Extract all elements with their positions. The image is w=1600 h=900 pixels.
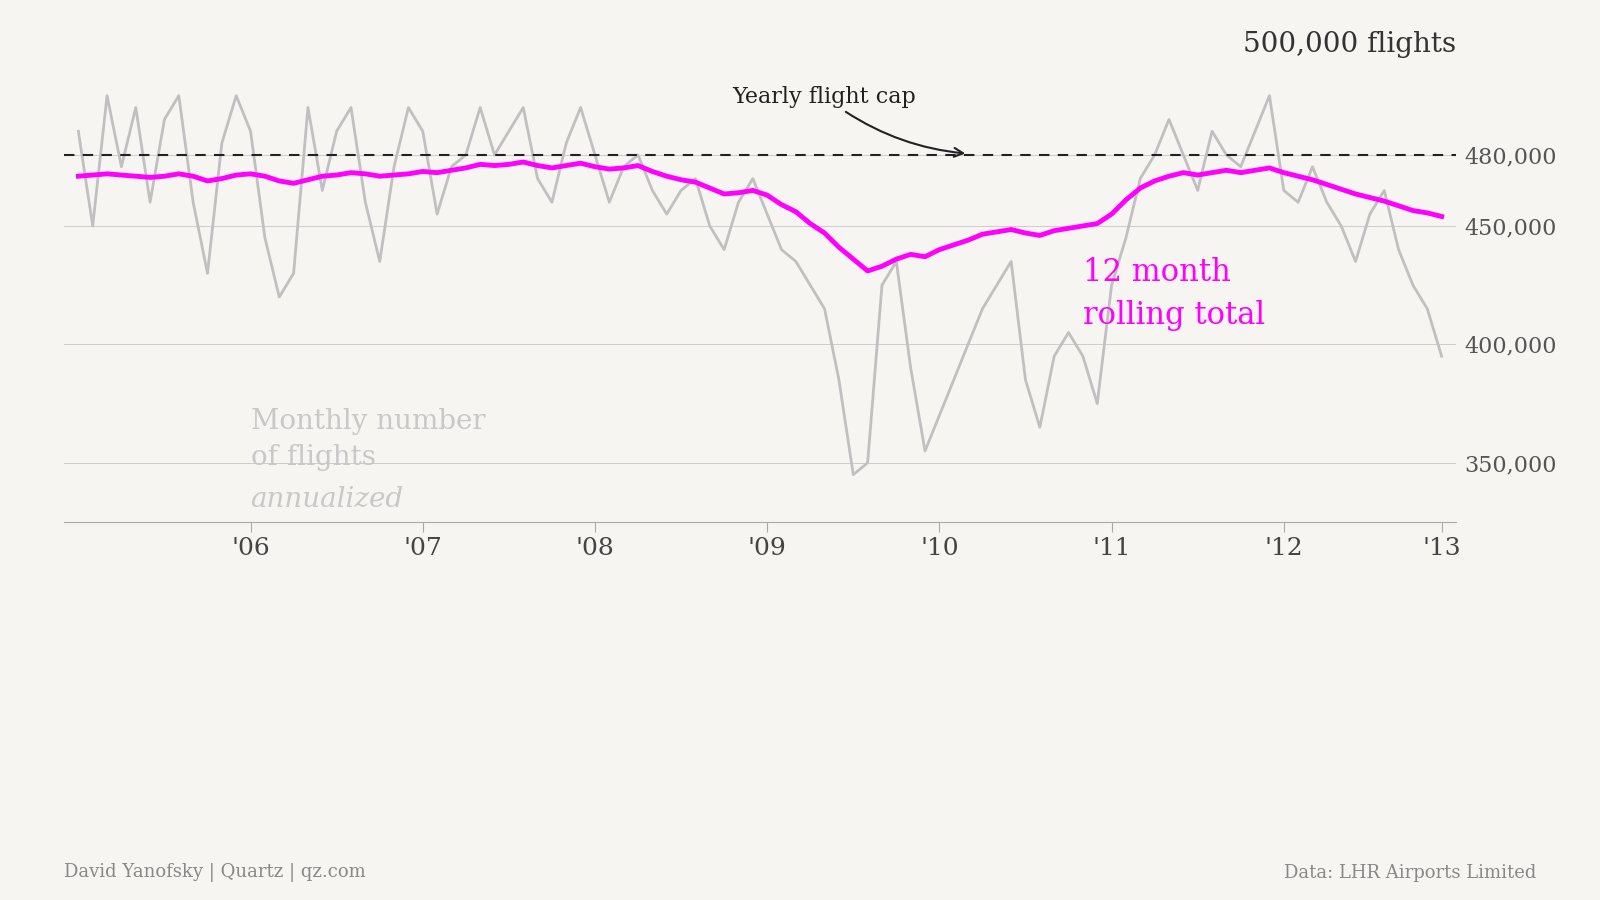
Text: 12 month
rolling total: 12 month rolling total [1083,256,1266,330]
Text: Yearly flight cap: Yearly flight cap [733,86,963,157]
Text: annualized: annualized [251,487,403,514]
Text: 500,000 flights: 500,000 flights [1243,32,1456,58]
Text: Data: LHR Airports Limited: Data: LHR Airports Limited [1283,864,1536,882]
Text: Monthly number
of flights: Monthly number of flights [251,409,485,471]
Text: David Yanofsky | Quartz | qz.com: David Yanofsky | Quartz | qz.com [64,863,366,882]
